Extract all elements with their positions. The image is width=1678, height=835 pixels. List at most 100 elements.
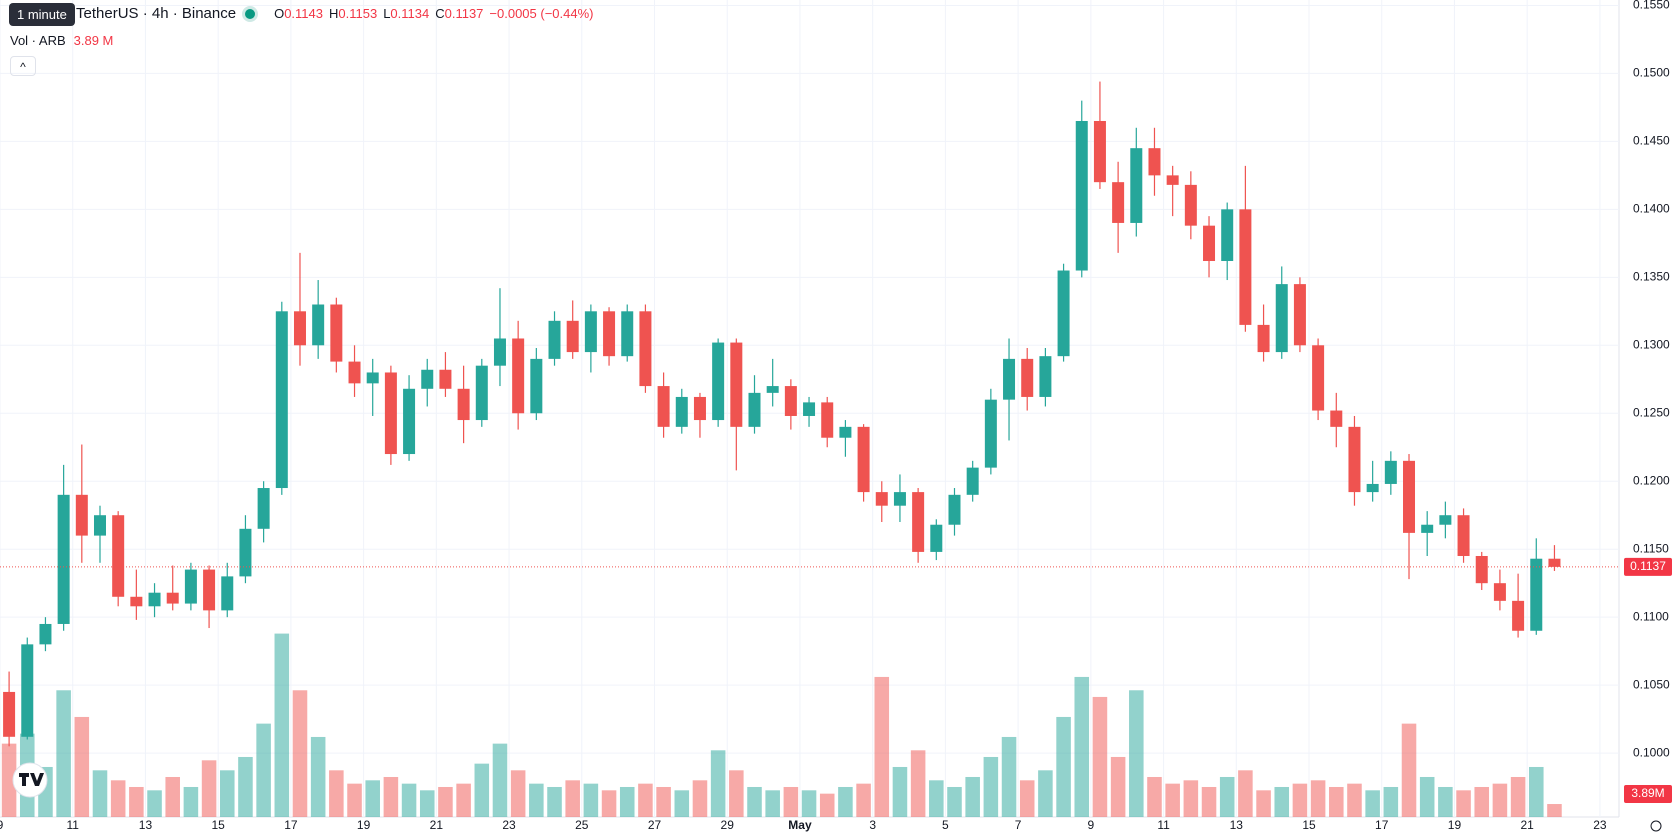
candle-body (1493, 583, 1506, 601)
candle-body (330, 304, 343, 362)
volume-bar (274, 633, 290, 817)
volume-bar (183, 786, 199, 817)
volume-bar (1110, 756, 1126, 817)
candle-body (639, 311, 652, 387)
x-tick-label: 19 (357, 818, 371, 832)
candle-body (1021, 358, 1034, 397)
candle-body (1457, 515, 1470, 556)
candle-body (366, 372, 379, 384)
candle-body (1530, 558, 1543, 631)
candle-body (621, 311, 634, 357)
volume-bar (947, 786, 962, 817)
y-tick-label: 0.1500 (1633, 66, 1670, 80)
volume-bar (401, 783, 417, 817)
volume-bar (638, 783, 653, 817)
candle-body (821, 402, 834, 438)
candle-body (148, 592, 161, 607)
volume-title: Vol · ARB (10, 33, 66, 48)
candle-body (530, 358, 543, 414)
candle-body (403, 388, 416, 455)
candle-body (1112, 182, 1125, 223)
volume-bar (219, 770, 235, 817)
volume-bar (1547, 804, 1562, 817)
tooltip: 1 minute (9, 3, 75, 26)
volume-bar (438, 786, 453, 817)
candle-body (384, 372, 397, 455)
candle-body (730, 342, 743, 427)
volume-last-label: 3.89M (1631, 786, 1664, 800)
x-tick-label: 11 (66, 818, 79, 832)
candle-body (1384, 460, 1397, 484)
status-dot (242, 5, 259, 22)
y-tick-label: 0.1200 (1633, 473, 1670, 487)
ohlc-key: C (435, 6, 445, 21)
candle-body (112, 515, 125, 597)
y-tick-label: 0.1250 (1633, 405, 1670, 419)
change: −0.0005 (−0.44%) (489, 6, 594, 21)
volume-bar (1365, 790, 1380, 817)
ohlc-value: 0.1153 (338, 6, 378, 21)
volume-bar (1292, 783, 1308, 817)
settings-icon (1650, 820, 1662, 832)
volume-bar (165, 776, 180, 817)
candle-body (475, 365, 488, 421)
volume-bar (1183, 780, 1199, 817)
volume-bar (1092, 696, 1108, 817)
volume-bar (1310, 780, 1326, 817)
candle-body (57, 494, 70, 624)
x-tick-label: May (788, 818, 812, 832)
candle-body (1239, 209, 1252, 325)
candle-body (912, 492, 925, 552)
volume-bar (1438, 786, 1453, 817)
volume-bar (674, 790, 690, 817)
volume-bar (92, 770, 108, 817)
x-tick-label: 15 (211, 818, 225, 832)
x-tick-label: 5 (942, 818, 949, 832)
candle-body (603, 311, 616, 357)
volume-bar (129, 786, 144, 817)
candle-body (75, 494, 88, 536)
volume-bar (1492, 783, 1508, 817)
volume-bar (1529, 766, 1544, 817)
y-tick-label: 0.1100 (1633, 609, 1669, 623)
volume-bar (856, 783, 871, 817)
candle-body (657, 386, 670, 427)
collapse-button[interactable]: ^ (10, 56, 36, 76)
volume-bar (1165, 783, 1180, 817)
candle-body (1475, 555, 1488, 584)
volume-label-box (1624, 785, 1672, 803)
x-tick-label: 13 (1230, 818, 1244, 832)
candle-body (1203, 225, 1216, 262)
volume-bar (256, 723, 271, 817)
candle-body (712, 342, 725, 421)
y-tick-label: 0.1550 (1633, 0, 1670, 12)
candle-body (348, 361, 361, 384)
candle-body (1003, 358, 1016, 400)
volume-bar (583, 783, 599, 817)
volume-bar (1401, 723, 1417, 817)
candle-body (948, 494, 961, 525)
x-tick-label: 29 (721, 818, 735, 832)
ohlc-value: 0.1134 (390, 6, 430, 21)
volume-bar (601, 790, 617, 817)
candle-body (239, 528, 252, 577)
x-tick-label: 7 (1015, 818, 1022, 832)
candle-body (130, 596, 143, 607)
candle-body (221, 576, 234, 611)
ohlc-value: 0.1143 (284, 6, 323, 21)
candle-body (984, 399, 997, 468)
candle-body (548, 320, 561, 359)
candle-body (457, 388, 470, 421)
volume-bar (1383, 786, 1399, 817)
volume-bar (1347, 783, 1362, 817)
ohlc-key: O (274, 6, 285, 21)
x-tick-label: 21 (1521, 818, 1535, 832)
y-tick-label: 0.1300 (1633, 337, 1670, 351)
candle-body (1275, 284, 1288, 353)
candle-body (766, 386, 779, 393)
volume-bar (1019, 780, 1035, 817)
volume-bar (692, 780, 708, 817)
symbol[interactable]: TetherUS · 4h · Binance (76, 5, 237, 22)
